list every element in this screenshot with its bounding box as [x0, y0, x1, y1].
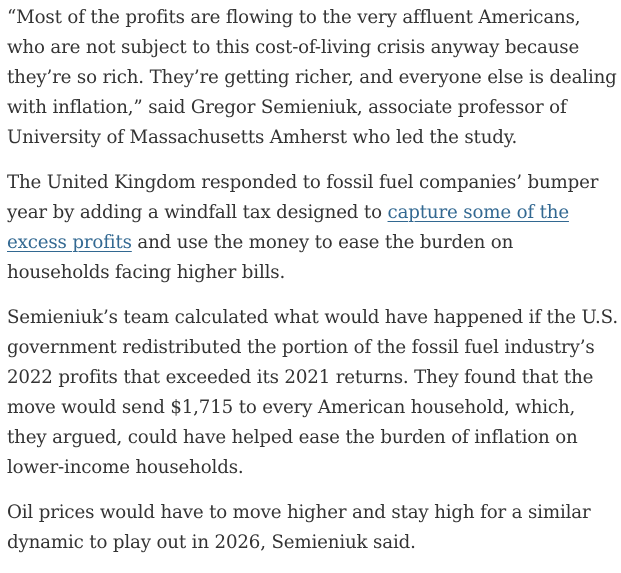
- paragraph-uk-windfall-tax: The United Kingdom responded to fossil f…: [7, 168, 619, 288]
- paragraph-text-before-link: The United Kingdom responded to fossil f…: [7, 172, 599, 223]
- capture-excess-profits-link[interactable]: capture some of the excess profits: [7, 202, 569, 253]
- paragraph-redistribution-calculation: Semieniuk’s team calculated what would h…: [7, 307, 618, 478]
- paragraph-oil-prices: Oil prices would have to move higher and…: [7, 502, 591, 553]
- article-body: “Most of the profits are flowing to the …: [7, 3, 619, 573]
- paragraph-quote: “Most of the profits are flowing to the …: [7, 7, 617, 148]
- paragraph-text-after-link: and use the money to ease the burden on …: [7, 232, 514, 283]
